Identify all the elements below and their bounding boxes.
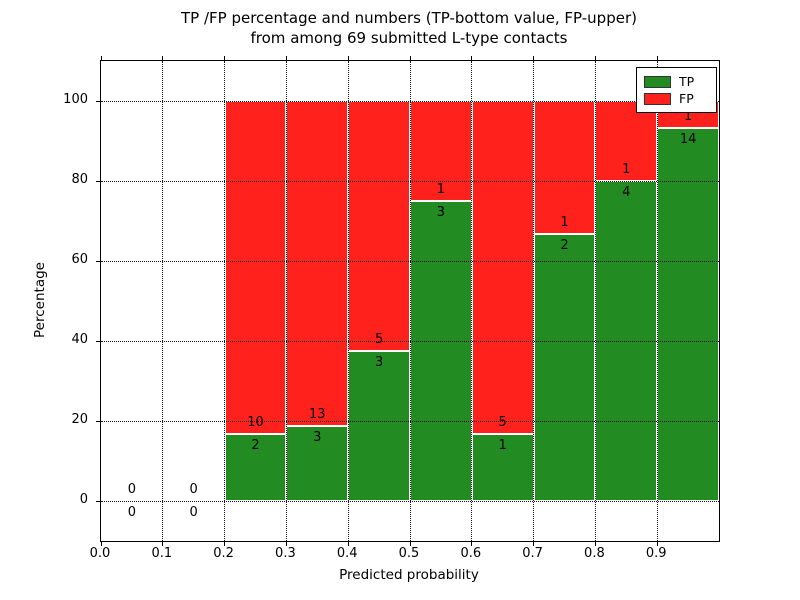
x-tick-label: 0.6 xyxy=(460,546,482,561)
fp-bar-segment xyxy=(471,101,534,435)
legend-item-fp: FP xyxy=(644,90,710,107)
x-gridline xyxy=(285,61,287,541)
x-gridline xyxy=(594,61,596,541)
x-tick-mark xyxy=(533,541,535,546)
fp-bar-segment xyxy=(286,101,349,426)
y-tick-mark xyxy=(96,100,101,102)
fp-count-label: 5 xyxy=(498,415,507,431)
x-tick-mark-top xyxy=(224,56,226,61)
x-tick-mark-top xyxy=(656,56,658,61)
tp-count-label: 1 xyxy=(498,438,507,454)
x-tick-mark xyxy=(285,541,287,546)
y-tick-label: 20 xyxy=(71,412,88,427)
fp-bar-segment xyxy=(533,101,596,235)
x-gridline xyxy=(224,61,226,541)
tp-count-label: 0 xyxy=(127,505,137,520)
tp-count-label: 2 xyxy=(251,438,260,454)
x-tick-mark xyxy=(347,541,349,546)
fp-count-label: 1 xyxy=(683,108,693,124)
chart-title: TP /FP percentage and numbers (TP-bottom… xyxy=(100,8,718,48)
x-tick-mark xyxy=(409,541,411,546)
x-tick-mark xyxy=(471,541,473,546)
y-tick-mark xyxy=(96,420,101,422)
fp-count-label: 13 xyxy=(309,407,326,422)
x-tick-label: 0.9 xyxy=(645,546,667,561)
y-tick-label: 60 xyxy=(71,252,88,267)
x-tick-label: 0.8 xyxy=(584,546,605,561)
x-tick-label: 0.0 xyxy=(89,546,111,561)
legend-label-tp: TP xyxy=(679,74,695,89)
x-tick-label: 0.7 xyxy=(522,546,543,561)
fp-count-label: 1 xyxy=(622,162,631,177)
fp-count-label: 0 xyxy=(127,482,137,497)
fp-count-label: 5 xyxy=(374,332,384,347)
legend-label-fp: FP xyxy=(679,91,694,106)
tp-count-label: 3 xyxy=(374,355,384,370)
y-tick-mark xyxy=(96,500,101,502)
fp-bar-segment xyxy=(224,101,287,435)
chart-title-line1: TP /FP percentage and numbers (TP-bottom… xyxy=(181,9,637,27)
tp-bar-segment xyxy=(224,434,287,501)
y-axis-label: Percentage xyxy=(32,262,48,338)
x-tick-mark xyxy=(594,541,596,546)
tp-count-label: 4 xyxy=(622,185,631,200)
x-tick-label: 0.2 xyxy=(213,546,234,561)
y-tick-label: 40 xyxy=(71,332,88,347)
x-tick-mark-top xyxy=(347,56,349,61)
x-tick-mark-top xyxy=(409,56,411,61)
x-gridline xyxy=(656,61,658,541)
fp-bar-segment xyxy=(595,101,658,181)
fp-count-label: 10 xyxy=(247,415,264,431)
y-tick-mark xyxy=(96,180,101,182)
y-tick-label: 100 xyxy=(63,92,88,107)
tp-bar-segment xyxy=(410,201,472,501)
x-tick-mark xyxy=(162,541,164,546)
fp-count-label: 1 xyxy=(560,215,569,231)
x-gridline xyxy=(533,61,535,541)
x-gridline xyxy=(409,61,411,541)
fp-color-swatch xyxy=(644,92,671,105)
x-gridline xyxy=(162,61,164,541)
x-tick-mark-top xyxy=(100,56,102,61)
y-tick-label: 0 xyxy=(79,492,88,507)
x-tick-mark-top xyxy=(471,56,473,61)
x-gridline xyxy=(347,61,349,541)
x-tick-mark-top xyxy=(285,56,287,61)
y-tick-label: 80 xyxy=(71,172,88,187)
x-tick-mark xyxy=(100,541,102,546)
x-tick-mark-top xyxy=(162,56,164,61)
x-tick-label: 0.1 xyxy=(151,546,173,561)
tp-bar-segment xyxy=(348,351,410,501)
legend: TP FP xyxy=(636,67,717,113)
x-tick-mark xyxy=(224,541,226,546)
fp-count-label: 1 xyxy=(436,182,446,197)
x-tick-mark-top xyxy=(594,56,596,61)
tp-count-label: 0 xyxy=(189,505,198,520)
x-tick-label: 0.4 xyxy=(336,546,358,561)
chart-title-line2: from among 69 submitted L-type contacts xyxy=(250,29,568,47)
x-gridline xyxy=(471,61,473,541)
tp-count-label: 14 xyxy=(679,131,697,147)
x-tick-label: 0.3 xyxy=(275,546,296,561)
x-tick-mark xyxy=(656,541,658,546)
tp-bar-segment xyxy=(657,127,719,501)
tp-bar-segment xyxy=(533,234,596,501)
y-tick-mark xyxy=(96,340,101,342)
plot-area: 0 0 0 0 10 2 13 3 5 3 1 3 5 1 1 2 1 4 1 14 TP FP xyxy=(96,56,720,546)
tp-count-label: 3 xyxy=(313,430,322,445)
y-tick-mark xyxy=(96,260,101,262)
tp-count-label: 2 xyxy=(560,238,569,254)
tp-color-swatch xyxy=(644,75,671,88)
x-tick-label: 0.5 xyxy=(398,546,420,561)
x-tick-mark-top xyxy=(533,56,535,61)
fp-bar-segment xyxy=(348,101,410,351)
fp-count-label: 0 xyxy=(189,482,198,497)
tp-count-label: 3 xyxy=(436,205,446,220)
x-axis-label: Predicted probability xyxy=(339,567,479,583)
legend-item-tp: TP xyxy=(644,73,710,90)
